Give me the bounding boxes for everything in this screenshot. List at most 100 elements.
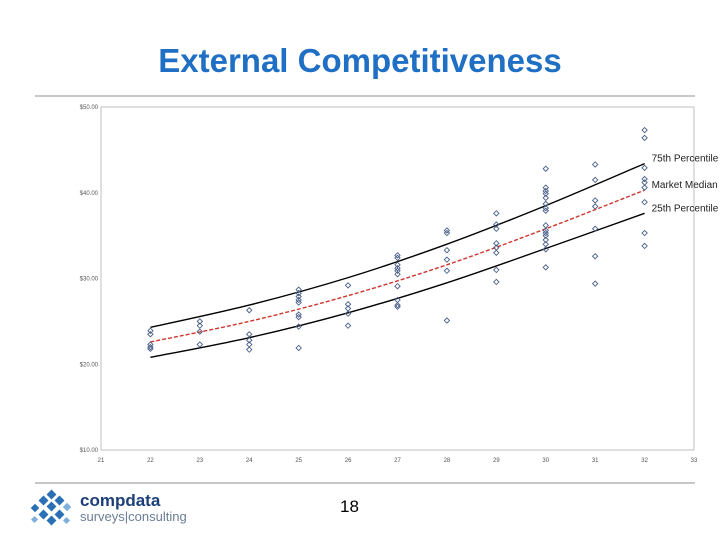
x-tick-label: 26 bbox=[345, 458, 352, 464]
data-point bbox=[443, 229, 451, 237]
data-point bbox=[641, 184, 648, 191]
data-point bbox=[591, 252, 599, 260]
data-point bbox=[493, 210, 500, 217]
data-point bbox=[147, 327, 154, 335]
trend-line bbox=[150, 212, 645, 359]
data-point bbox=[493, 249, 500, 257]
data-point bbox=[295, 296, 302, 304]
data-point bbox=[295, 286, 302, 293]
y-axis: $10.00 $20.00 $30.00 $40.00 $50.00 bbox=[80, 105, 99, 454]
data-point bbox=[443, 227, 451, 234]
trend-label: Market Median bbox=[652, 180, 718, 191]
data-point bbox=[641, 242, 648, 250]
data-point bbox=[147, 343, 154, 351]
data-point bbox=[542, 200, 549, 208]
data-point bbox=[591, 161, 599, 168]
data-point bbox=[344, 282, 352, 289]
data-point bbox=[295, 289, 302, 297]
x-tick-label: 21 bbox=[98, 458, 105, 464]
data-point bbox=[147, 331, 154, 338]
data-point bbox=[295, 311, 302, 318]
data-point bbox=[493, 225, 500, 233]
x-tick-label: 28 bbox=[444, 458, 451, 464]
data-point bbox=[641, 229, 648, 237]
data-point bbox=[246, 306, 253, 314]
data-point bbox=[394, 264, 401, 272]
y-tick-label: $10.00 bbox=[80, 448, 99, 454]
data-point bbox=[246, 331, 253, 338]
data-point bbox=[295, 313, 302, 321]
data-point bbox=[493, 266, 500, 274]
data-point bbox=[542, 194, 549, 202]
data-point bbox=[493, 240, 500, 247]
data-point bbox=[295, 299, 302, 306]
data-point bbox=[641, 126, 648, 134]
x-tick-label: 33 bbox=[691, 458, 698, 464]
data-point bbox=[196, 322, 204, 329]
data-point bbox=[394, 252, 401, 259]
data-point bbox=[542, 187, 549, 195]
logo-tagline: surveys|consulting bbox=[80, 509, 187, 524]
x-tick-label: 23 bbox=[196, 458, 203, 464]
compdata-logo: compdata surveys|consulting bbox=[28, 489, 198, 529]
data-point bbox=[591, 203, 599, 210]
trend-labels: 75th Percentile of Market Market Median 25… bbox=[652, 154, 720, 215]
data-point bbox=[344, 310, 352, 317]
logo-name: compdata bbox=[80, 491, 161, 510]
data-point bbox=[295, 344, 302, 352]
data-point bbox=[147, 345, 154, 353]
title-divider bbox=[35, 95, 695, 97]
data-point bbox=[246, 346, 253, 353]
data-point bbox=[394, 301, 401, 309]
data-point bbox=[542, 190, 549, 197]
data-point bbox=[591, 225, 599, 233]
data-point bbox=[641, 175, 648, 183]
data-point bbox=[641, 134, 648, 142]
data-point bbox=[641, 198, 648, 206]
data-point bbox=[196, 328, 204, 335]
page-number: 18 bbox=[340, 497, 359, 516]
data-point bbox=[394, 282, 401, 290]
data-point bbox=[443, 246, 451, 254]
data-point bbox=[443, 317, 451, 324]
trend-label: 75th Percentile of Market bbox=[652, 154, 720, 165]
y-tick-label: $40.00 bbox=[80, 191, 99, 197]
x-tick-label: 30 bbox=[542, 458, 549, 464]
footer-divider bbox=[35, 482, 695, 484]
data-point bbox=[542, 232, 549, 239]
data-point bbox=[147, 341, 154, 348]
data-point bbox=[542, 246, 549, 253]
data-point bbox=[542, 264, 549, 271]
plot-area bbox=[100, 106, 695, 451]
data-point bbox=[443, 267, 451, 275]
data-point bbox=[344, 300, 352, 308]
data-point bbox=[542, 236, 549, 244]
x-tick-label: 31 bbox=[592, 458, 599, 464]
data-point bbox=[641, 164, 648, 172]
x-tick-label: 25 bbox=[295, 458, 302, 464]
slide-title: External Competitiveness bbox=[158, 42, 562, 79]
data-point bbox=[542, 207, 549, 214]
data-point bbox=[394, 270, 401, 278]
data-point bbox=[542, 229, 549, 237]
x-tick-label: 24 bbox=[246, 458, 253, 464]
data-point bbox=[394, 267, 401, 275]
data-point bbox=[295, 323, 302, 330]
data-point bbox=[196, 341, 204, 348]
data-point bbox=[394, 261, 401, 269]
data-point bbox=[542, 165, 549, 172]
data-point bbox=[542, 204, 549, 212]
x-axis: 21 22 23 24 25 26 27 28 29 30 31 32 33 bbox=[98, 458, 698, 464]
data-point bbox=[591, 176, 599, 184]
y-tick-label: $20.00 bbox=[80, 362, 99, 368]
data-point bbox=[246, 337, 253, 344]
y-tick-label: $30.00 bbox=[80, 277, 99, 283]
data-point bbox=[394, 303, 401, 311]
data-point bbox=[591, 197, 599, 204]
data-point bbox=[542, 184, 549, 191]
data-point bbox=[493, 221, 500, 228]
x-tick-label: 32 bbox=[641, 458, 648, 464]
data-point bbox=[394, 254, 401, 262]
data-point bbox=[344, 322, 352, 329]
